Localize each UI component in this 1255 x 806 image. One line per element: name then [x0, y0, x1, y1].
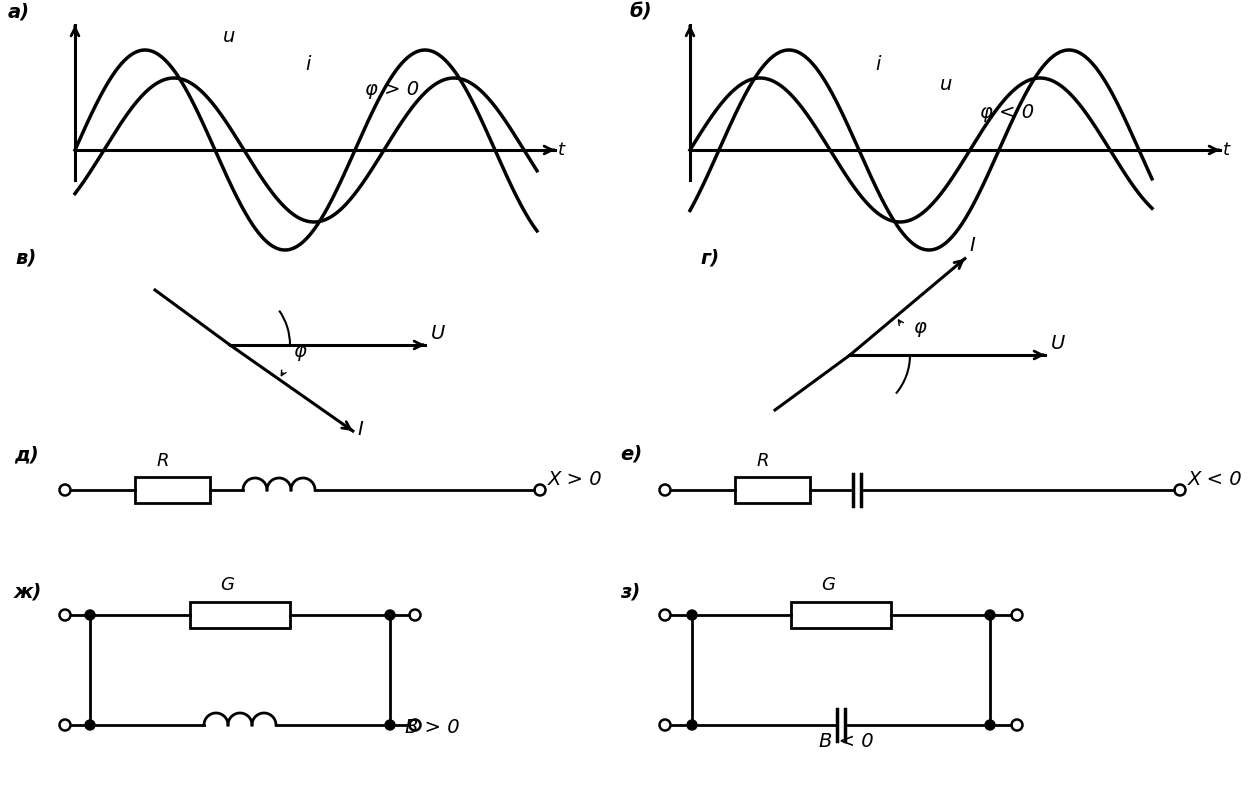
Text: R: R [757, 452, 769, 470]
Bar [136, 477, 210, 503]
Circle shape [686, 720, 697, 730]
Circle shape [985, 720, 995, 730]
Text: B < 0: B < 0 [820, 732, 873, 751]
Text: u: u [223, 27, 236, 46]
Text: X > 0: X > 0 [548, 470, 602, 489]
Bar [791, 602, 891, 628]
Circle shape [686, 610, 697, 620]
Text: X < 0: X < 0 [1188, 470, 1242, 489]
Text: е): е) [620, 445, 643, 464]
Text: U: U [1050, 334, 1065, 353]
Text: t: t [1224, 141, 1230, 159]
Circle shape [385, 610, 395, 620]
Text: г): г) [700, 248, 719, 267]
Circle shape [985, 610, 995, 620]
Circle shape [85, 720, 95, 730]
Text: U: U [430, 324, 446, 343]
Text: R: R [157, 452, 169, 470]
Text: б): б) [630, 3, 653, 22]
Circle shape [85, 610, 95, 620]
Text: G: G [821, 576, 835, 594]
Text: I: I [970, 235, 975, 255]
Text: а): а) [8, 3, 30, 22]
Circle shape [385, 720, 395, 730]
Text: t: t [558, 141, 565, 159]
Text: д): д) [14, 445, 39, 464]
Bar [735, 477, 809, 503]
Text: G: G [220, 576, 233, 594]
Text: φ: φ [912, 318, 926, 337]
Bar [190, 602, 290, 628]
Text: I: I [358, 420, 364, 439]
Text: i: i [875, 55, 880, 74]
Text: в): в) [15, 248, 36, 267]
Text: i: i [305, 55, 310, 74]
Text: φ < 0: φ < 0 [980, 103, 1034, 122]
Text: u: u [940, 75, 953, 94]
Text: φ: φ [292, 342, 306, 361]
Text: B > 0: B > 0 [405, 718, 459, 737]
Text: φ > 0: φ > 0 [365, 80, 419, 99]
Text: ж): ж) [14, 583, 43, 602]
Text: з): з) [620, 583, 640, 602]
